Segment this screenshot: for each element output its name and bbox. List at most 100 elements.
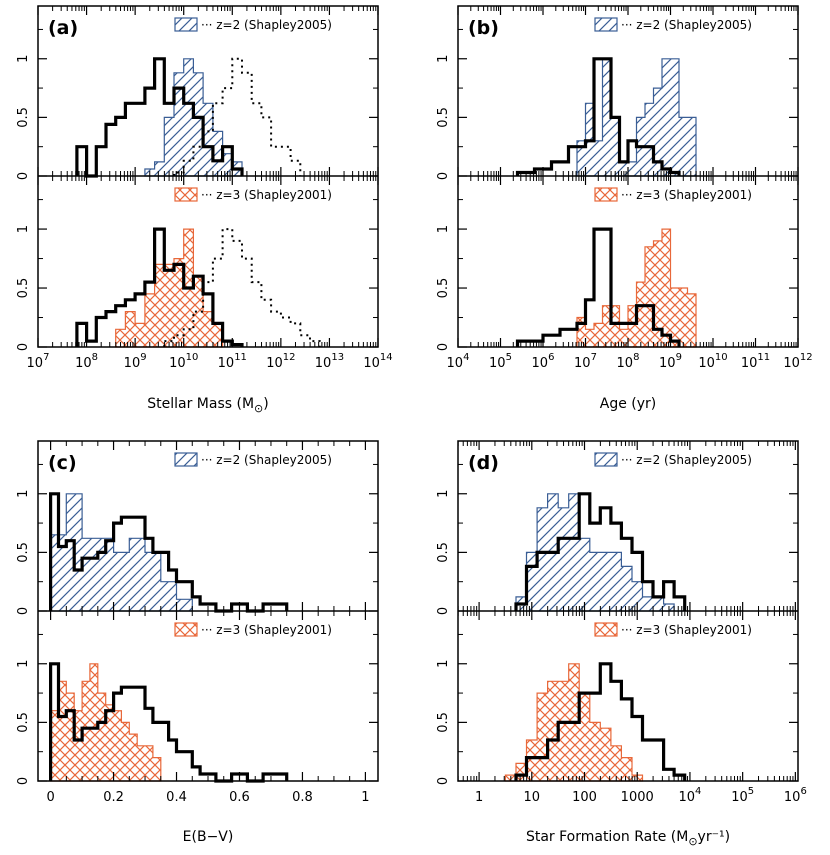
hatched-histogram-c-top bbox=[50, 493, 193, 612]
solid-histogram-b-bottom bbox=[515, 227, 681, 347]
x-tick-label: 106 bbox=[784, 786, 807, 805]
y-tick-label: 0.5 bbox=[436, 278, 451, 299]
y-tick-label: 0 bbox=[436, 343, 451, 351]
x-tick-label: 1011 bbox=[741, 352, 770, 371]
x-tick-label: 108 bbox=[75, 352, 98, 371]
x-tick-label: 104 bbox=[447, 352, 470, 371]
y-tick-label: 1 bbox=[16, 225, 31, 233]
x-tick-label: 1000 bbox=[621, 790, 654, 805]
subplot-d-top: 0 0.5 1 ··· z=2 (Shapley2005) bbox=[436, 441, 798, 615]
solid-histogram-a-bottom bbox=[75, 227, 244, 347]
y-tick-label: 0 bbox=[16, 607, 31, 615]
y-tick-label: 0 bbox=[436, 172, 451, 180]
y-tick-label: 1 bbox=[436, 490, 451, 498]
solid-histogram-b-top bbox=[515, 57, 681, 176]
y-tick-label: 0.5 bbox=[436, 712, 451, 733]
legend-swatch-a-top bbox=[174, 17, 198, 32]
panel-label-a: (a) bbox=[48, 17, 78, 39]
x-tick-label: 1012 bbox=[783, 352, 812, 371]
y-tick-label: 0.5 bbox=[16, 107, 31, 128]
y-tick-label: 0 bbox=[436, 607, 451, 615]
y-tick-label: 0 bbox=[16, 343, 31, 351]
subplot-b-bottom: 0 0.5 1 ··· z=3 (Shapley2001) bbox=[436, 176, 799, 351]
y-tick-label: 0.5 bbox=[16, 278, 31, 299]
panel-label-c: (c) bbox=[48, 452, 77, 474]
y-tick-label: 0.5 bbox=[16, 542, 31, 563]
legend-swatch-b-bottom bbox=[594, 187, 618, 202]
x-tick-label: 107 bbox=[574, 352, 597, 371]
x-tick-label: 1010 bbox=[698, 352, 727, 371]
x-tick-label: 0.2 bbox=[103, 790, 124, 805]
y-tick-label: 1 bbox=[436, 55, 451, 63]
x-tick-label: 109 bbox=[124, 352, 147, 371]
solid-histogram-a-top bbox=[75, 57, 244, 178]
x-tick-label: 1012 bbox=[266, 352, 295, 371]
solid-histogram-c-bottom bbox=[49, 662, 289, 783]
legend-label-c-bottom: ··· z=3 (Shapley2001) bbox=[201, 623, 332, 637]
x-tick-label: 0.4 bbox=[166, 790, 187, 805]
legend-label-d-bottom: ··· z=3 (Shapley2001) bbox=[621, 623, 752, 637]
x-tick-label: 109 bbox=[659, 352, 682, 371]
x-tick-label: 106 bbox=[532, 352, 555, 371]
x-tick-label: 107 bbox=[27, 352, 50, 371]
x-tick-label: 1011 bbox=[218, 352, 247, 371]
x-tick-label: 1 bbox=[361, 790, 369, 805]
x-tick-label: 1014 bbox=[363, 352, 392, 371]
x-tick-label: 104 bbox=[678, 786, 701, 805]
x-tick-label: 0.8 bbox=[292, 790, 313, 805]
panel-a: 0 0.5 1 ··· z=2 (Shapley2005) 0 0.5 1 ··· z=3 (… bbox=[16, 5, 393, 415]
y-tick-label: 0.5 bbox=[16, 712, 31, 733]
legend-swatch-c-bottom bbox=[174, 622, 198, 637]
legend-label-a-top: ··· z=2 (Shapley2005) bbox=[201, 18, 332, 32]
y-tick-label: 1 bbox=[436, 660, 451, 668]
solid-histogram-d-top bbox=[514, 492, 687, 611]
legend-swatch-b-top bbox=[594, 17, 618, 32]
subplot-d-bottom: 0 0.5 1 ··· z=3 (Shapley2001) bbox=[436, 611, 798, 785]
legend-swatch-a-bottom bbox=[174, 187, 198, 202]
x-tick-label: 1013 bbox=[315, 352, 344, 371]
legend-label-c-top: ··· z=2 (Shapley2005) bbox=[201, 453, 332, 467]
y-tick-label: 0.5 bbox=[436, 542, 451, 563]
subplot-a-top: 0 0.5 1 ··· z=2 (Shapley2005) bbox=[16, 6, 379, 180]
panel-label-d: (d) bbox=[468, 452, 499, 474]
x-axis-label-b: Age (yr) bbox=[600, 396, 657, 412]
x-tick-label: 1010 bbox=[169, 352, 198, 371]
subplot-a-bottom: 0 0.5 1 ··· z=3 (Shapley2001) bbox=[16, 176, 379, 351]
dotted-histogram-a-top bbox=[173, 57, 302, 176]
subplot-b-top: 0 0.5 1 ··· z=2 (Shapley2005) bbox=[436, 6, 799, 180]
y-tick-label: 0.5 bbox=[436, 107, 451, 128]
legend-label-b-bottom: ··· z=3 (Shapley2001) bbox=[621, 188, 752, 202]
x-tick-label: 0.6 bbox=[229, 790, 250, 805]
legend-label-a-bottom: ··· z=3 (Shapley2001) bbox=[201, 188, 332, 202]
solid-histogram-d-bottom bbox=[514, 662, 687, 781]
y-tick-label: 1 bbox=[16, 55, 31, 63]
y-tick-label: 0 bbox=[16, 172, 31, 180]
y-tick-label: 0 bbox=[16, 777, 31, 785]
x-tick-label: 10 bbox=[524, 790, 541, 805]
x-axis-label-c: E(B−V) bbox=[183, 829, 234, 845]
x-tick-label: 0 bbox=[46, 790, 54, 805]
hatched-histogram-b-bottom bbox=[576, 228, 697, 348]
panel-label-b: (b) bbox=[468, 17, 499, 39]
x-tick-label: 108 bbox=[617, 352, 640, 371]
dotted-histogram-a-bottom bbox=[163, 228, 321, 347]
x-tick-label: 105 bbox=[489, 352, 512, 371]
subplot-c-top: 0 0.5 1 ··· z=2 (Shapley2005) bbox=[16, 441, 378, 615]
subplot-c-bottom: 0 0.5 1 ··· z=3 (Shapley2001) bbox=[16, 611, 378, 785]
x-tick-label: 100 bbox=[572, 790, 597, 805]
legend-swatch-c-top bbox=[174, 452, 198, 467]
x-axis-label-a: Stellar Mass (M⊙) bbox=[147, 396, 268, 415]
panel-b: 0 0.5 1 ··· z=2 (Shapley2005) 0 0.5 1 ··· z=3 (… bbox=[436, 5, 813, 412]
hatched-histogram-a-bottom bbox=[115, 228, 224, 348]
x-axis-label-d: Star Formation Rate (M⊙yr⁻¹) bbox=[526, 829, 730, 848]
y-tick-label: 0 bbox=[436, 777, 451, 785]
y-tick-label: 1 bbox=[16, 660, 31, 668]
panel-c: 0 0.5 1 ··· z=2 (Shapley2005) 0 0.5 1 ··· z=3 (… bbox=[16, 440, 379, 845]
legend-label-d-top: ··· z=2 (Shapley2005) bbox=[621, 453, 752, 467]
y-tick-label: 1 bbox=[16, 490, 31, 498]
legend-swatch-d-bottom bbox=[594, 622, 618, 637]
solid-histogram-c-top bbox=[49, 492, 289, 613]
x-tick-label: 1 bbox=[475, 790, 483, 805]
